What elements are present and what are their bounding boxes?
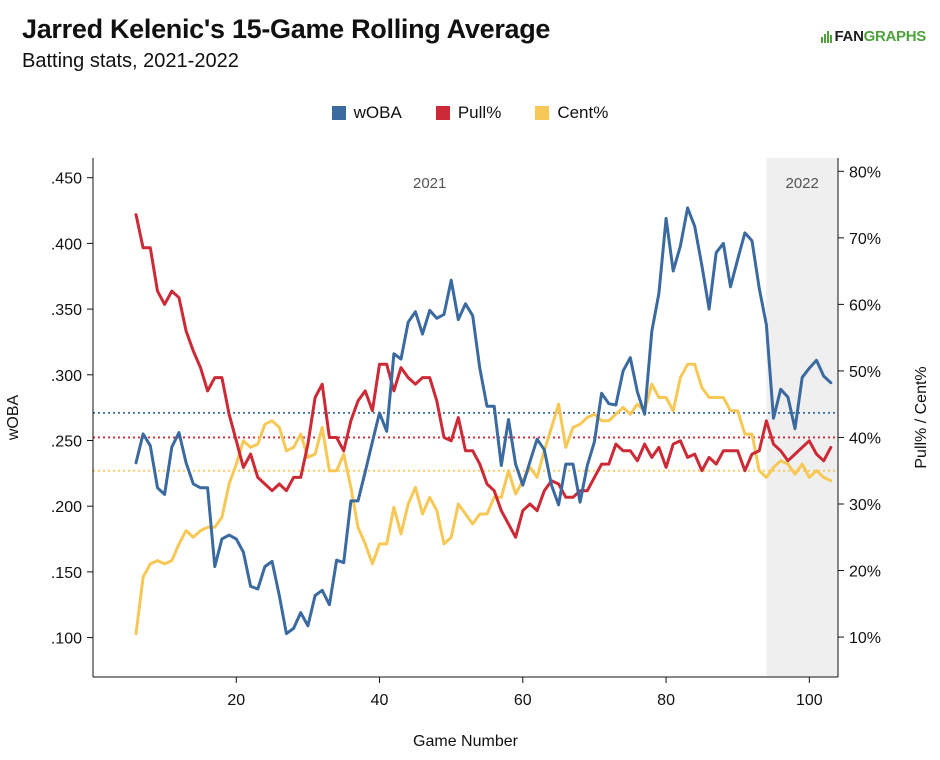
series-line-woba — [134, 206, 833, 636]
y-left-tick-label: .400 — [51, 236, 82, 253]
logo-text-graphs: GRAPHS — [863, 28, 927, 45]
x-tick-label: 20 — [227, 692, 245, 709]
y-right-tick-label: 80% — [849, 164, 881, 181]
x-tick-label: 40 — [371, 692, 389, 709]
fangraphs-logo-icon — [820, 31, 832, 43]
y-right-tick-label: 70% — [849, 231, 881, 248]
legend-label-pull: Pull% — [457, 103, 502, 122]
legend-swatch-pull — [435, 106, 450, 120]
y-left-tick-label: .350 — [51, 302, 82, 319]
x-tick-label: 100 — [796, 692, 823, 709]
legend-label-cent: Cent% — [557, 103, 609, 122]
y-right-tick-label: 50% — [849, 364, 881, 381]
x-tick-label: 60 — [514, 692, 532, 709]
chart-title: Jarred Kelenic's 15-Game Rolling Average — [22, 14, 551, 44]
y-right-tick-label: 30% — [849, 497, 881, 514]
y-right-tick-label: 20% — [849, 564, 881, 581]
legend-swatch-cent — [535, 106, 550, 120]
y-axis-left-title: wOBA — [5, 395, 22, 442]
fangraphs-logo: FAN GRAPHS — [820, 28, 927, 45]
y-right-tick-label: 60% — [849, 297, 881, 314]
legend-swatch-woba — [331, 106, 346, 120]
y-right-tick-label: 40% — [849, 430, 881, 447]
x-axis-title: Game Number — [413, 733, 519, 750]
y-axis-right-title: Pull% / Cent% — [913, 366, 930, 468]
logo-text-fan: FAN — [834, 28, 864, 45]
x-tick-label: 80 — [657, 692, 675, 709]
series-line-pull — [134, 213, 833, 539]
y-right-tick-label: 10% — [849, 630, 881, 647]
season-label-2021: 2021 — [413, 175, 446, 192]
legend-item-cent: Cent% — [535, 103, 608, 123]
y-left-tick-label: .300 — [51, 368, 82, 385]
legend: wOBA Pull% Cent% — [0, 103, 940, 123]
series-line-cent — [134, 362, 833, 636]
y-left-tick-label: .450 — [51, 171, 82, 188]
season-label-2022: 2022 — [785, 175, 818, 192]
y-left-tick-label: .200 — [51, 499, 82, 516]
legend-item-woba: wOBA — [331, 103, 402, 123]
season-2022-shade — [766, 158, 838, 677]
y-left-tick-label: .250 — [51, 433, 82, 450]
legend-label-woba: wOBA — [353, 103, 402, 122]
chart-subtitle: Batting stats, 2021-2022 — [22, 50, 239, 72]
y-left-tick-label: .100 — [51, 631, 82, 648]
legend-item-pull: Pull% — [435, 103, 502, 123]
y-left-tick-label: .150 — [51, 565, 82, 582]
